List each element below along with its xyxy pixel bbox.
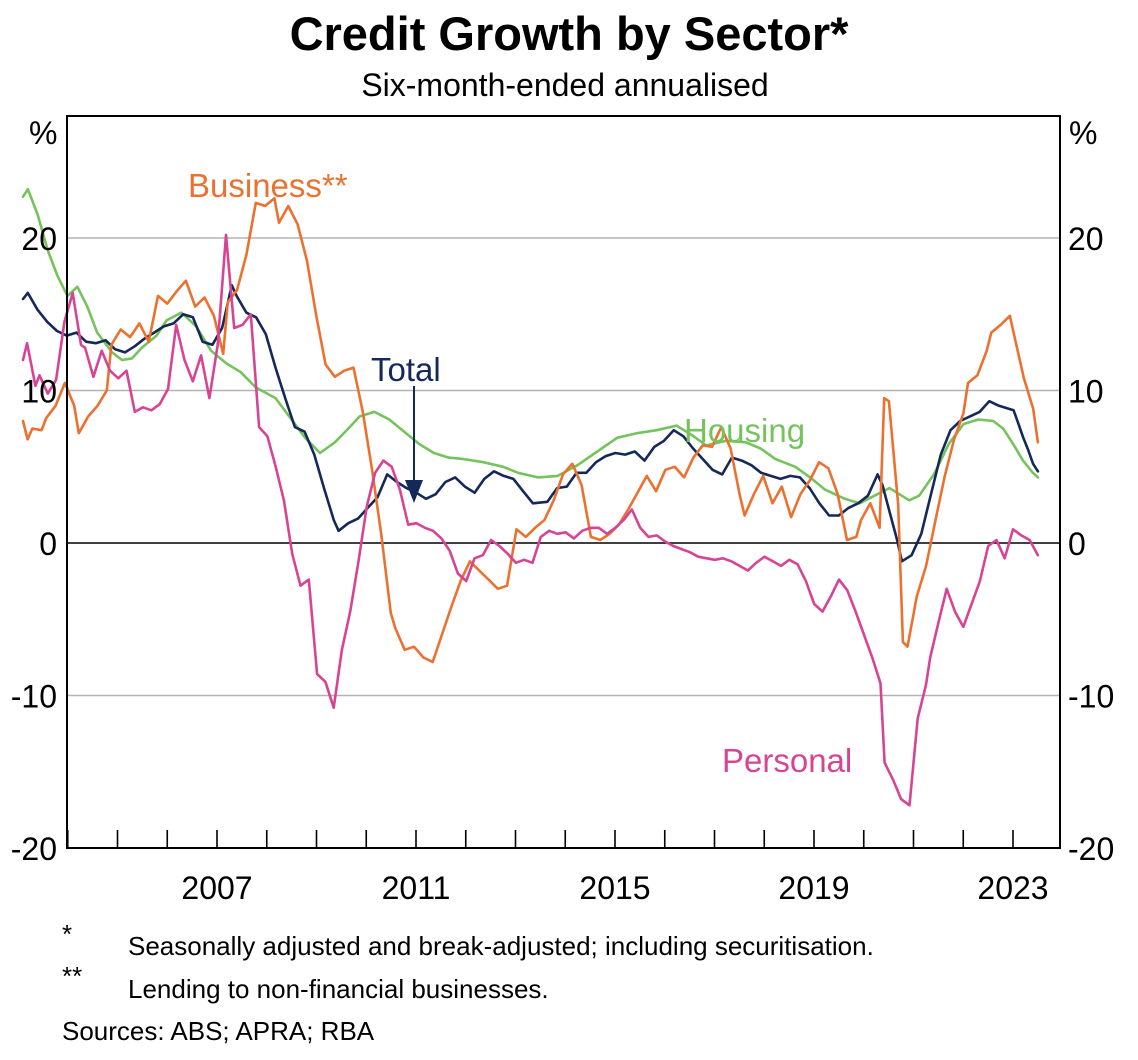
label-personal: Personal: [722, 742, 852, 779]
y-tick-label-left: -20: [11, 831, 57, 867]
chart-title: Credit Growth by Sector*: [290, 7, 850, 60]
x-tick-label: 2007: [181, 870, 252, 906]
footnote-2-marker: **: [62, 961, 82, 991]
footnote-2-text: Lending to non-financial businesses.: [128, 974, 549, 1004]
plot-frame: [66, 115, 1061, 849]
series-line-business: [21, 197, 1040, 664]
x-tick-labels: 2007 2011 2015 2019 2023: [181, 870, 1048, 906]
x-ticks: [66, 830, 1014, 848]
label-business: Business**: [188, 167, 348, 204]
series-line-total: [21, 284, 1040, 563]
y-tick-label-left: -10: [11, 679, 57, 715]
footnote-1-marker: *: [62, 919, 72, 949]
total-arrow: [405, 386, 423, 503]
label-total: Total: [371, 351, 441, 388]
y-unit-right: %: [1069, 115, 1097, 151]
series-line-personal: [21, 233, 1040, 807]
y-tick-label-left: 0: [39, 526, 57, 562]
y-tick-label-right: -20: [1068, 831, 1114, 867]
y-tick-labels: -20 -20 -10 -10 0 0 10 10 20 20: [11, 221, 1115, 867]
x-tick-label: 2019: [778, 870, 849, 906]
y-unit-left: %: [29, 115, 57, 151]
footnote-1-text: Seasonally adjusted and break-adjusted; …: [128, 931, 874, 961]
y-tick-label-right: -10: [1068, 679, 1114, 715]
chart-subtitle: Six-month-ended annualised: [361, 67, 768, 103]
x-tick-label: 2023: [977, 870, 1048, 906]
y-tick-label-left: 20: [21, 221, 57, 257]
label-housing: Housing: [684, 412, 805, 449]
y-tick-label-right: 20: [1068, 221, 1104, 257]
x-tick-label: 2011: [382, 870, 451, 906]
sources-note: Sources: ABS; APRA; RBA: [62, 1016, 375, 1046]
y-tick-label-right: 0: [1068, 526, 1086, 562]
series-line-housing: [21, 187, 1040, 505]
y-tick-label-right: 10: [1068, 374, 1104, 410]
gridlines: [67, 237, 1060, 697]
y-tick-label-left: 10: [21, 374, 57, 410]
x-tick-label: 2015: [579, 870, 650, 906]
series-lines: [21, 187, 1040, 807]
